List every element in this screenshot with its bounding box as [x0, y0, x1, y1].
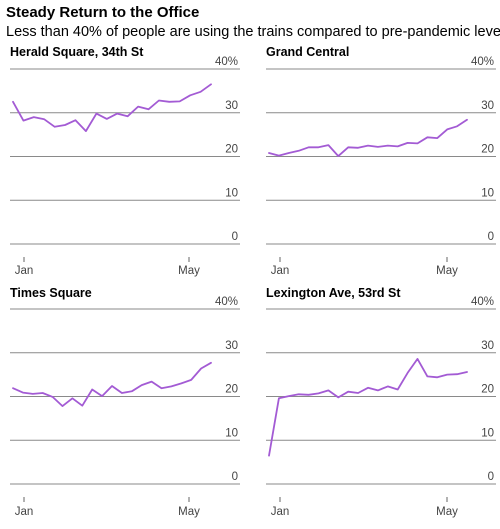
y-tick-label: 30	[481, 340, 494, 352]
panel-title: Grand Central	[266, 45, 349, 59]
panel-3: Times Square 0 10 20 30 40% Jan May	[10, 286, 240, 518]
panel-4: Lexington Ave, 53rd St 0 10 20 30 40% Jan May	[266, 286, 496, 518]
panel-title: Lexington Ave, 53rd St	[266, 286, 401, 300]
ridership-line	[268, 357, 468, 457]
x-tick-label: Jan	[271, 506, 290, 518]
panel-title: Herald Square, 34th St	[10, 45, 144, 59]
y-tick-label: 20	[481, 144, 494, 156]
y-tick-label: 40%	[471, 56, 494, 68]
y-tick-label: 40%	[215, 296, 238, 308]
y-tick-label: 10	[481, 187, 494, 199]
y-tick-label: 10	[225, 187, 238, 199]
y-tick-label: 30	[225, 100, 238, 112]
y-tick-label: 0	[232, 471, 238, 483]
y-tick-label: 20	[225, 144, 238, 156]
y-tick-label: 20	[225, 384, 238, 396]
x-tick-label: Jan	[271, 265, 290, 277]
y-tick-label: 0	[232, 231, 238, 243]
y-tick-label: 40%	[471, 296, 494, 308]
y-tick-label: 10	[481, 427, 494, 439]
x-tick-label: May	[436, 265, 458, 277]
ridership-line	[268, 118, 468, 158]
x-tick-label: May	[436, 506, 458, 518]
chart-subtitle: Less than 40% of people are using the tr…	[6, 24, 500, 40]
ridership-line	[12, 361, 212, 408]
x-tick-label: May	[178, 265, 200, 277]
chart-title: Steady Return to the Office	[6, 4, 200, 21]
y-tick-label: 30	[225, 340, 238, 352]
y-tick-label: 0	[488, 471, 494, 483]
panel-2: Grand Central 0 10 20 30 40% Jan May	[266, 45, 496, 277]
y-tick-label: 20	[481, 384, 494, 396]
y-tick-label: 10	[225, 427, 238, 439]
x-tick-label: Jan	[15, 265, 34, 277]
y-tick-label: 30	[481, 100, 494, 112]
y-tick-label: 0	[488, 231, 494, 243]
panel-1: Herald Square, 34th St 0 10 20 30 40% Jan May	[10, 45, 240, 277]
x-tick-label: Jan	[15, 506, 34, 518]
ridership-line	[12, 83, 212, 133]
x-tick-label: May	[178, 506, 200, 518]
panel-title: Times Square	[10, 286, 92, 300]
y-tick-label: 40%	[215, 56, 238, 68]
